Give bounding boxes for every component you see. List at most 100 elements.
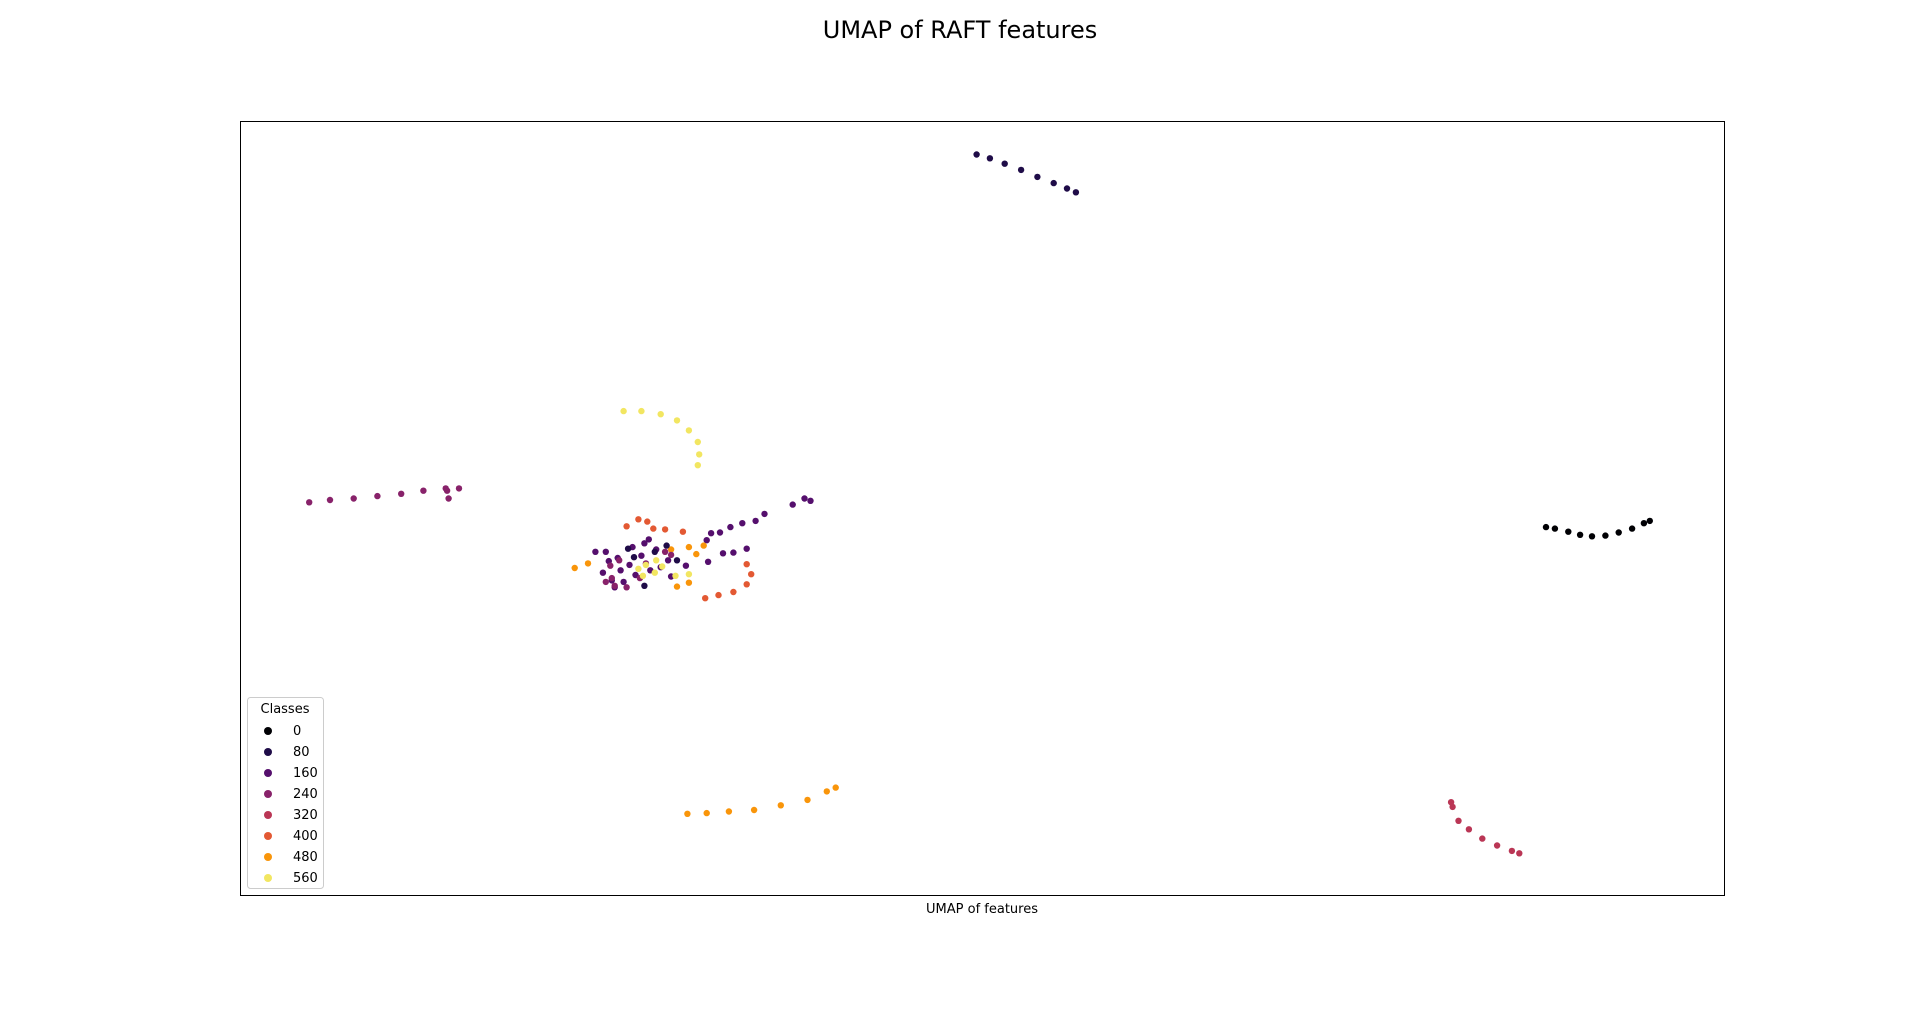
x-axis-label: UMAP of features [926, 902, 1038, 917]
scatter-point [642, 561, 650, 569]
legend-box [247, 697, 324, 889]
scatter-point [801, 495, 808, 502]
scatter-point [752, 517, 759, 525]
scatter-point [623, 584, 630, 591]
scatter-point [1017, 166, 1025, 174]
scatter-point [661, 548, 669, 555]
scatter-point [664, 557, 672, 564]
scatter-point [672, 572, 679, 579]
scatter-point [986, 155, 994, 162]
scatter-point [445, 495, 452, 502]
legend-label: 0 [293, 724, 301, 739]
legend-marker [264, 727, 272, 735]
scatter-point [443, 487, 451, 494]
legend-marker [264, 790, 272, 798]
scatter-point [1034, 173, 1041, 181]
scatter-point [630, 554, 638, 561]
scatter-point [611, 582, 618, 589]
legend-marker [264, 874, 272, 882]
scatter-point [420, 487, 427, 494]
scatter-point [1516, 850, 1523, 857]
scatter-point [703, 809, 710, 817]
scatter-point [1542, 523, 1550, 531]
scatter-point [639, 572, 647, 579]
scatter-point [617, 567, 624, 574]
scatter-point [1449, 803, 1456, 811]
scatter-point [743, 545, 750, 552]
scatter-point [743, 581, 750, 588]
scatter-point [651, 548, 658, 555]
scatter-point [608, 574, 615, 582]
scatter-point [1646, 517, 1654, 525]
scatter-point [685, 571, 693, 578]
scatter-point [685, 579, 693, 586]
scatter-points [306, 151, 1654, 857]
scatter-point [1628, 525, 1636, 532]
scatter-point [645, 536, 652, 543]
scatter-point [650, 525, 657, 532]
scatter-point [641, 582, 648, 589]
scatter-point [789, 501, 796, 508]
legend-label: 480 [293, 850, 318, 865]
scatter-point [607, 562, 614, 569]
legend: Classes 0 80 160 240 320 400 480 560 [247, 697, 324, 889]
scatter-point [739, 520, 746, 527]
scatter-point [571, 564, 578, 572]
scatter-point [602, 548, 609, 555]
legend-label: 240 [293, 787, 318, 802]
scatter-point [1640, 520, 1648, 527]
scatter-point [696, 451, 703, 458]
scatter-point [673, 557, 681, 564]
scatter-point [626, 561, 633, 569]
legend-title: Classes [261, 702, 310, 717]
scatter-point [685, 427, 693, 434]
chart-title: UMAP of RAFT features [823, 16, 1098, 44]
scatter-point [1615, 529, 1622, 536]
scatter-point [673, 417, 681, 424]
scatter-point [350, 495, 357, 502]
scatter-point [685, 543, 693, 551]
legend-marker [264, 832, 272, 840]
scatter-point [624, 545, 632, 552]
scatter-point [694, 462, 701, 469]
legend-label: 560 [293, 871, 318, 886]
scatter-point [761, 510, 768, 518]
scatter-point [715, 591, 722, 599]
scatter-point [661, 526, 669, 533]
legend-label: 400 [293, 829, 318, 844]
scatter-point [306, 499, 313, 506]
scatter-point [644, 518, 651, 525]
scatter-point [599, 569, 607, 576]
scatter-point [667, 546, 675, 553]
scatter-point [667, 551, 675, 559]
scatter-point [704, 558, 712, 565]
scatter-point [777, 802, 784, 809]
scatter-point [635, 516, 642, 523]
scatter-point [727, 523, 734, 531]
scatter-point [623, 523, 630, 530]
scatter-point [1565, 528, 1572, 535]
scatter-point [673, 583, 681, 590]
scatter-point [750, 806, 758, 814]
scatter-point [455, 485, 463, 492]
scatter-point [679, 528, 687, 535]
scatter-point [716, 529, 724, 536]
scatter-point [682, 562, 690, 569]
scatter-point [730, 588, 737, 596]
legend-marker [264, 769, 272, 777]
scatter-point [1602, 532, 1609, 539]
scatter-point [602, 578, 609, 586]
scatter-point [326, 496, 334, 504]
legend-entries: 0 80 160 240 320 400 480 560 [264, 724, 318, 886]
scatter-point [638, 407, 645, 415]
plot-area [240, 121, 1725, 896]
scatter-point [725, 808, 733, 815]
scatter-point [702, 595, 709, 602]
scatter-point [620, 407, 627, 415]
scatter-point [1479, 835, 1486, 842]
scatter-point [1576, 531, 1584, 538]
legend-marker [264, 748, 272, 756]
scatter-point [584, 560, 592, 567]
scatter-point [663, 542, 670, 549]
